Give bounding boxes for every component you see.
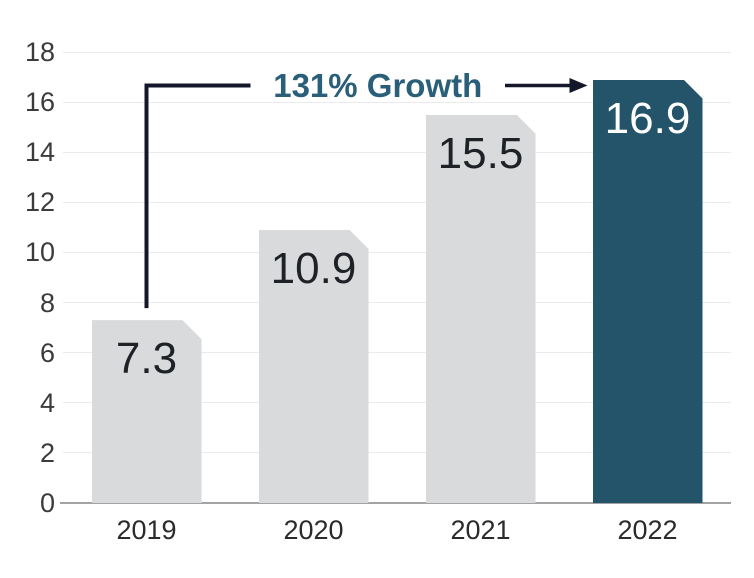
gridline (63, 402, 731, 404)
gridline (63, 452, 731, 454)
x-tick-label-2022: 2022 (617, 515, 678, 545)
gridline (63, 352, 731, 354)
y-tick-label: 0 (39, 488, 55, 518)
gridline (63, 302, 731, 304)
bar-2019: 7.3 (91, 320, 202, 503)
y-tick-label: 10 (24, 237, 55, 268)
bar-value-label: 16.9 (604, 93, 691, 143)
bar-2020: 10.9 (258, 229, 369, 503)
bar-2021: 15.5 (425, 114, 536, 503)
gridline (63, 151, 731, 153)
y-tick-label: 2 (39, 437, 55, 468)
gridline (63, 101, 731, 103)
gridline (63, 51, 731, 53)
y-tick-label: 16 (24, 87, 55, 118)
x-tick-label-2019: 2019 (116, 515, 177, 545)
y-tick-label: 12 (24, 187, 55, 218)
x-axis-line (60, 502, 731, 504)
y-tick-label: 4 (39, 387, 55, 418)
gridline (63, 251, 731, 253)
y-tick-label: 6 (39, 337, 55, 368)
growth-annotation-label: 131% Growth (273, 66, 483, 104)
gridline (63, 201, 731, 203)
x-tick-label-2021: 2021 (450, 515, 511, 545)
bar-2022: 16.9 (592, 79, 703, 503)
x-tick-label-2020: 2020 (283, 515, 344, 545)
bar-value-label: 7.3 (115, 334, 178, 384)
bar-value-label: 15.5 (437, 128, 524, 178)
bar-value-label: 10.9 (270, 243, 357, 293)
y-tick-label: 18 (24, 37, 55, 67)
y-tick-label: 8 (39, 287, 55, 318)
y-tick-label: 14 (24, 137, 55, 168)
